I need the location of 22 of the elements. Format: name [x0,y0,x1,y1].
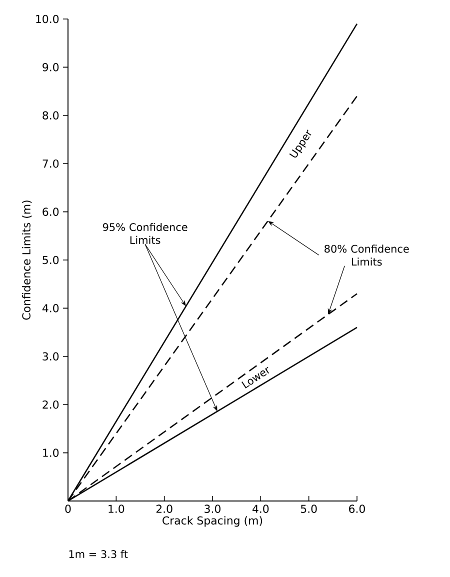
y-tick-label: 10.0 [36,14,59,24]
y-tick-label: 7.0 [42,159,59,168]
x-tick-label: 0 [65,504,71,513]
x-tick-label: 4.0 [252,504,269,513]
y-tick-label: 8.0 [42,111,59,120]
y-tick-label: 3.0 [42,352,59,361]
x-axis-title: Crack Spacing (m) [162,516,262,527]
x-tick-label: 1.0 [108,504,124,513]
y-tick-label: 2.0 [42,400,59,409]
y-tick-label: 5.0 [42,256,59,264]
x-tick-label: 3.0 [204,504,220,513]
y-tick-label: 6.0 [42,208,59,216]
annotation: 80% Confidence Limits [324,244,409,266]
x-tick-label: 6.0 [349,504,365,513]
y-tick-label: 9.0 [42,63,59,72]
y-tick-label: 4.0 [42,304,59,312]
x-tick-label: 5.0 [300,504,317,513]
y-axis-title: Confidence Limits (m) [22,200,32,320]
y-tick-label: 1.0 [43,448,59,457]
annotation: 95% Confidence Limits [102,222,188,244]
x-tick-label: 2.0 [156,504,172,513]
text: 1m = 3.3 ft [69,550,128,558]
